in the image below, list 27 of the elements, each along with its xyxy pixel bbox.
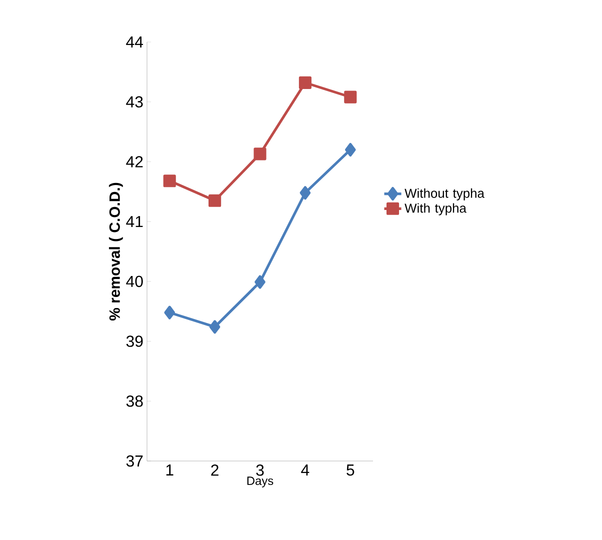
- y-tick-label: 37: [126, 455, 143, 467]
- point: [209, 320, 220, 334]
- x-tick-label: 4: [301, 464, 310, 476]
- x-tick-label: 1: [166, 464, 174, 476]
- y-tick-label: 41: [126, 216, 143, 228]
- x-tick-label: 5: [346, 464, 354, 476]
- point: [298, 76, 312, 89]
- y-tick-label: 44: [126, 36, 144, 48]
- legend-label: With typha: [404, 203, 466, 216]
- point: [163, 174, 176, 188]
- y-tick-label: 38: [126, 396, 143, 407]
- y-tick-label: 40: [126, 276, 143, 288]
- point: [254, 148, 266, 160]
- point: [300, 186, 311, 200]
- point: [344, 90, 357, 104]
- point: [208, 194, 222, 207]
- y-tick-label: 42: [126, 156, 143, 168]
- point: [254, 275, 266, 289]
- x-tick-label: 3: [256, 464, 264, 476]
- point: [345, 142, 356, 157]
- y-tick-label: 39: [126, 336, 143, 347]
- x-axis-title: Days: [247, 476, 274, 488]
- y-tick-label: 43: [126, 96, 143, 108]
- point: [164, 306, 176, 320]
- legend-label: Without typha: [404, 188, 484, 200]
- x-tick-label: 2: [211, 464, 218, 476]
- y-axis-title: % removal ( C.O.D.): [108, 182, 123, 320]
